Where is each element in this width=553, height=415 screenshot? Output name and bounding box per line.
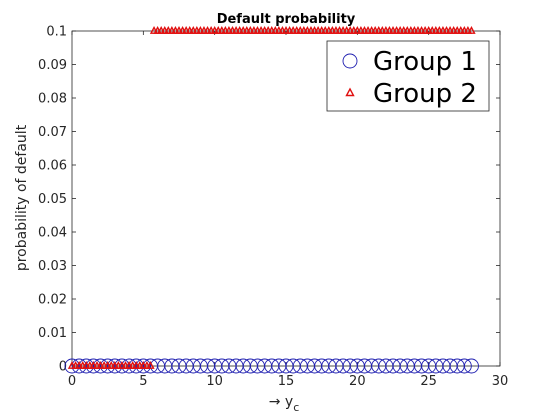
y-tick-label: 0.06 xyxy=(38,159,67,174)
y-tick-label: 0.07 xyxy=(38,125,67,140)
y-tick-label: 0.02 xyxy=(38,293,67,308)
y-tick-label: 0.04 xyxy=(38,226,67,241)
legend-marker-group-2 xyxy=(345,87,355,97)
data-point-group-2 xyxy=(467,25,476,34)
y-tick-label: 0.01 xyxy=(38,326,67,341)
x-tick-label: 25 xyxy=(420,374,437,389)
y-tick-label: 0.08 xyxy=(38,92,67,107)
legend-box xyxy=(326,40,490,112)
series-group-2 xyxy=(67,25,476,369)
x-axis-label: → yc xyxy=(269,394,300,414)
y-tick-label: 0 xyxy=(59,360,67,375)
legend: Group 1 Group 2 xyxy=(326,40,490,112)
data-marks xyxy=(64,25,479,374)
x-tick-label: 0 xyxy=(68,374,76,389)
x-axis-label-subscript: c xyxy=(293,401,299,414)
x-axis-label-main: → y xyxy=(269,394,293,410)
legend-label-group-2: Group 2 xyxy=(373,79,477,109)
y-tick-label: 0.05 xyxy=(38,192,67,207)
x-tick-label: 20 xyxy=(349,374,366,389)
data-point-group-1 xyxy=(464,358,479,374)
x-tick-label: 30 xyxy=(492,374,509,389)
series-group-1 xyxy=(64,358,479,374)
data-point-group-1 xyxy=(456,358,472,374)
y-tick-label: 0.1 xyxy=(46,25,67,40)
y-tick-label: 0.09 xyxy=(38,58,67,73)
y-tick-label: 0.03 xyxy=(38,259,67,274)
x-tick-label: 10 xyxy=(206,374,223,389)
y-axis-label: probability of default xyxy=(14,124,30,271)
legend-label-group-1: Group 1 xyxy=(373,47,477,77)
x-tick-label: 5 xyxy=(139,374,147,389)
axis-ticks: 0 5 10 15 20 25 30 0 0.01 0.02 0.03 0.04 0.05 0.06 0.0… xyxy=(38,25,508,390)
data-point-group-2 xyxy=(146,360,155,369)
legend-marker-group-1 xyxy=(342,53,358,69)
chart-title: Default probability xyxy=(217,12,356,27)
x-tick-label: 15 xyxy=(278,374,295,389)
